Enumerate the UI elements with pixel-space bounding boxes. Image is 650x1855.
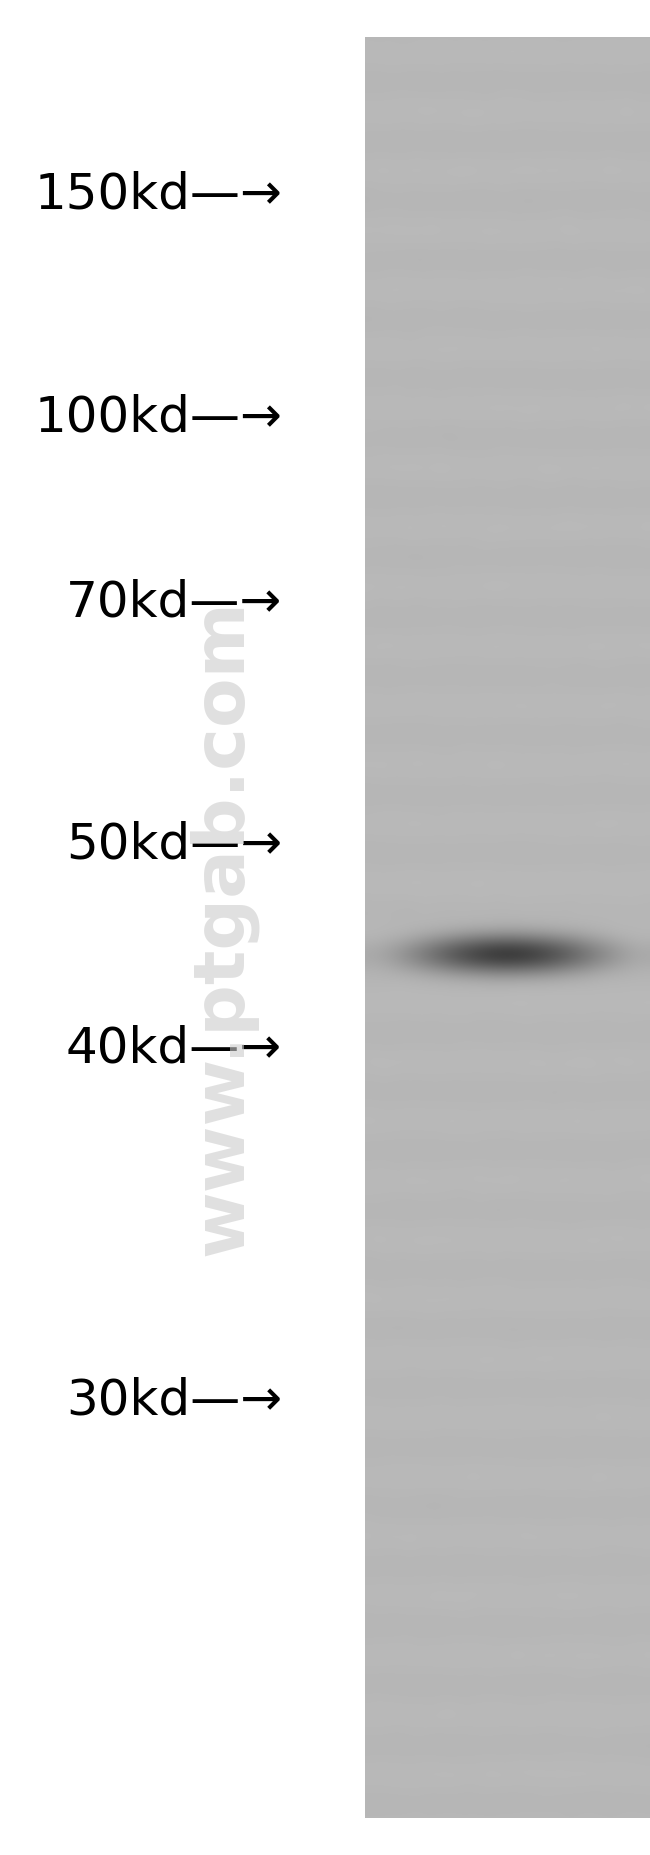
Text: 30kd—→: 30kd—→ (66, 1376, 282, 1425)
Text: 50kd—→: 50kd—→ (66, 820, 282, 868)
Text: 100kd—→: 100kd—→ (34, 393, 282, 441)
Text: 70kd—→: 70kd—→ (66, 579, 282, 627)
Text: www.ptgab.com: www.ptgab.com (188, 599, 257, 1256)
Text: 150kd—→: 150kd—→ (34, 171, 282, 219)
Text: 40kd—→: 40kd—→ (66, 1024, 282, 1072)
